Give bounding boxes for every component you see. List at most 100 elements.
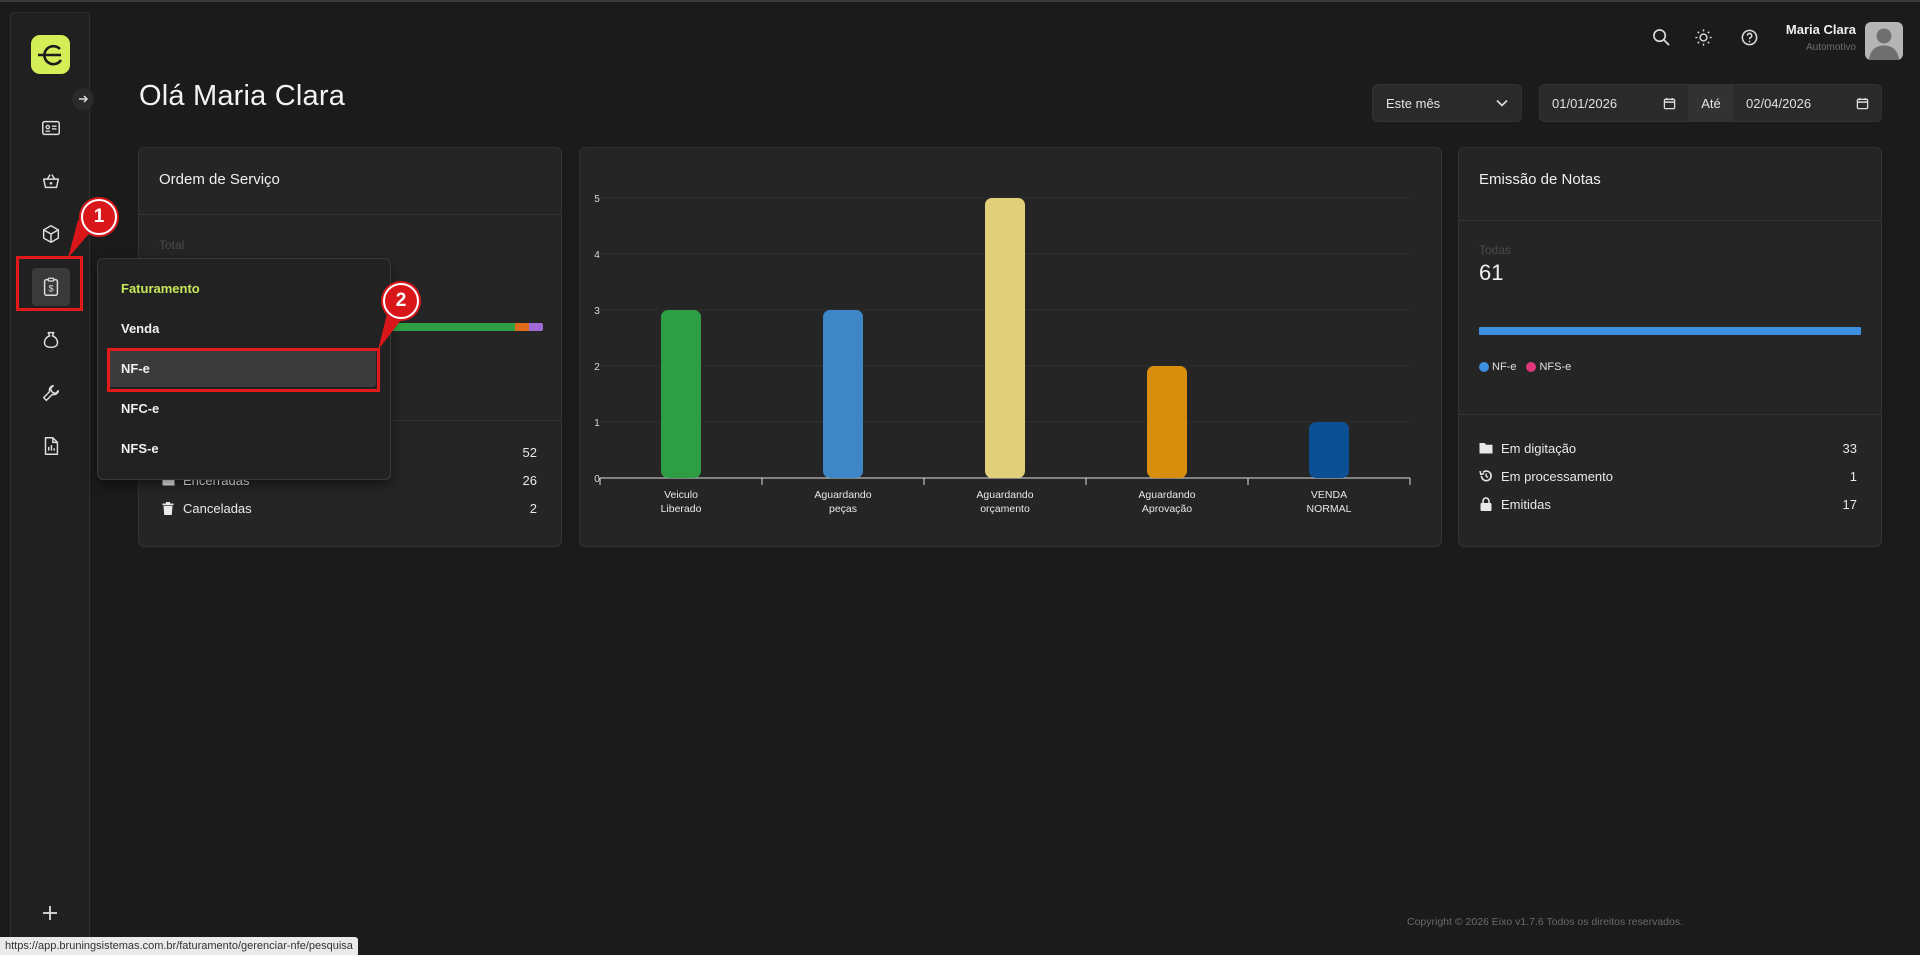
notes-row-count: 1 (1849, 468, 1857, 484)
notes-total-label: Todas (1479, 243, 1512, 257)
submenu-item-nfse[interactable]: NFS-e (121, 440, 159, 456)
calendar-icon[interactable] (1663, 97, 1676, 110)
chart-y-tick-label: 1 (594, 418, 600, 429)
sidebar-item-finance[interactable] (32, 321, 70, 359)
os-row-count: 26 (522, 472, 537, 488)
app-logo[interactable] (31, 35, 70, 74)
date-from-value: 01/01/2026 (1552, 95, 1618, 111)
sun-icon (1694, 28, 1712, 46)
notes-row-count: 33 (1842, 440, 1857, 456)
chart-bar (823, 310, 863, 478)
sidebar-item-sales[interactable] (32, 162, 70, 200)
notes-row-count: 17 (1842, 496, 1857, 512)
os-row-canceled[interactable]: Canceladas 2 (161, 498, 537, 518)
chart-x-tick-label: Aprovação (1142, 503, 1192, 515)
user-name: Maria Clara (1785, 22, 1856, 37)
date-range: 01/01/2026 Até 02/04/2026 (1539, 84, 1882, 122)
submenu-item-nfce[interactable]: NFC-e (121, 400, 160, 416)
chevron-down-icon (1496, 99, 1508, 107)
help-button[interactable] (1738, 26, 1760, 48)
submenu-item-venda[interactable]: Venda (121, 320, 160, 336)
chart-x-tick-label: peças (829, 503, 857, 515)
notes-row-label: Em processamento (1501, 468, 1613, 484)
os-total-label: Total (159, 238, 185, 252)
arrow-right-icon (79, 95, 89, 103)
divider (139, 214, 561, 215)
submenu-header: Faturamento (121, 280, 200, 296)
chart-card: 0 1 2 3 4 5 Veiculo Liberado Aguardando peças Agua… (579, 147, 1442, 547)
logo-e-icon (37, 44, 62, 65)
chart-bar (661, 310, 701, 478)
sidebar-item-services[interactable] (32, 374, 70, 412)
notes-row-processing[interactable]: Em processamento 1 (1479, 466, 1857, 486)
notes-row-issued[interactable]: Emitidas 17 (1479, 494, 1857, 514)
folder-icon (1479, 443, 1493, 454)
os-bar-segment-closed (515, 323, 529, 331)
chart-y-tick-label: 3 (594, 306, 600, 317)
calendar-icon[interactable] (1856, 97, 1869, 110)
search-button[interactable] (1650, 26, 1672, 48)
chart-y-tick-label: 2 (594, 362, 600, 373)
notes-total-value: 61 (1479, 260, 1504, 285)
os-bar-segment-canceled (528, 323, 543, 331)
annotation-badge-1: 1 (81, 199, 117, 235)
notes-card: Emissão de Notas Todas 61 NF-e NFS-e Em … (1458, 147, 1882, 547)
os-row-count: 52 (522, 444, 537, 460)
notes-row-label: Emitidas (1501, 496, 1551, 512)
wrench-icon (42, 384, 60, 402)
os-status-bar-chart: 0 1 2 3 4 5 Veiculo Liberado Aguardando peças Agua… (594, 194, 1411, 515)
chart-x-tick-label: Aguardando (976, 489, 1033, 501)
chart-bar (1309, 422, 1349, 478)
search-icon (1652, 28, 1670, 46)
window-top-border (0, 0, 1920, 2)
theme-toggle-button[interactable] (1692, 26, 1714, 48)
legend-dot-nfse (1526, 362, 1537, 372)
help-icon (1741, 29, 1757, 45)
sidebar-expand-button[interactable] (72, 88, 94, 110)
date-to-value: 02/04/2026 (1746, 95, 1812, 111)
chart-y-tick-label: 5 (594, 194, 600, 205)
date-to-input[interactable]: 02/04/2026 (1734, 85, 1881, 121)
history-icon (1479, 470, 1492, 482)
submenu-item-nfe[interactable]: NF-e (108, 349, 376, 387)
period-select[interactable]: Este mês (1372, 84, 1522, 122)
svg-text:$: $ (48, 284, 53, 294)
notes-row-label: Em digitação (1501, 440, 1577, 456)
highlight-nfe-item (107, 348, 380, 392)
basket-icon (42, 174, 60, 189)
legend-dot-nfe (1479, 362, 1489, 372)
os-card-title: Ordem de Serviço (159, 171, 280, 188)
avatar[interactable] (1865, 22, 1903, 60)
chart-x-tick-label: Aguardando (814, 489, 871, 501)
divider (1459, 414, 1881, 415)
legend-label-nfe[interactable]: NF-e (1492, 361, 1517, 373)
add-button[interactable] (38, 901, 62, 925)
notes-card-title: Emissão de Notas (1479, 171, 1601, 188)
date-separator-label: Até (1688, 85, 1734, 121)
chart-bar (985, 198, 1025, 478)
legend-label-nfse[interactable]: NFS-e (1539, 361, 1572, 373)
clipboard-dollar-icon: $ (43, 277, 59, 296)
sidebar-item-contacts[interactable] (32, 109, 70, 147)
chart-x-tick-label: Liberado (661, 503, 702, 515)
sidebar-item-products[interactable] (32, 215, 70, 253)
sidebar-item-billing[interactable]: $ (32, 268, 70, 306)
chart-bar (1147, 366, 1187, 478)
os-row-count: 2 (529, 500, 537, 516)
annotation-badge-2: 2 (383, 283, 419, 319)
notes-row-draft[interactable]: Em digitação 33 (1479, 438, 1857, 458)
period-value: Este mês (1386, 95, 1441, 111)
date-from-input[interactable]: 01/01/2026 (1540, 85, 1688, 121)
notes-legend: NF-e NFS-e (1479, 361, 1571, 373)
id-card-icon (42, 120, 60, 136)
os-row-hidden: 52 (161, 442, 537, 462)
status-bar-url: https://app.bruningsistemas.com.br/fatur… (0, 937, 358, 955)
sidebar-item-reports[interactable] (32, 427, 70, 465)
chart-x-tick-label: NORMAL (1307, 503, 1352, 515)
billing-submenu: Faturamento Venda NF-e NFC-e NFS-e (97, 258, 391, 480)
chart-x-tick-label: Veiculo (664, 489, 698, 501)
user-company: Automotivo (1805, 42, 1856, 53)
divider (1459, 220, 1881, 221)
badge-2-pointer (378, 310, 404, 350)
footer-copyright: Copyright © 2026 Eixo v1.7.6 Todos os di… (1407, 916, 1684, 928)
